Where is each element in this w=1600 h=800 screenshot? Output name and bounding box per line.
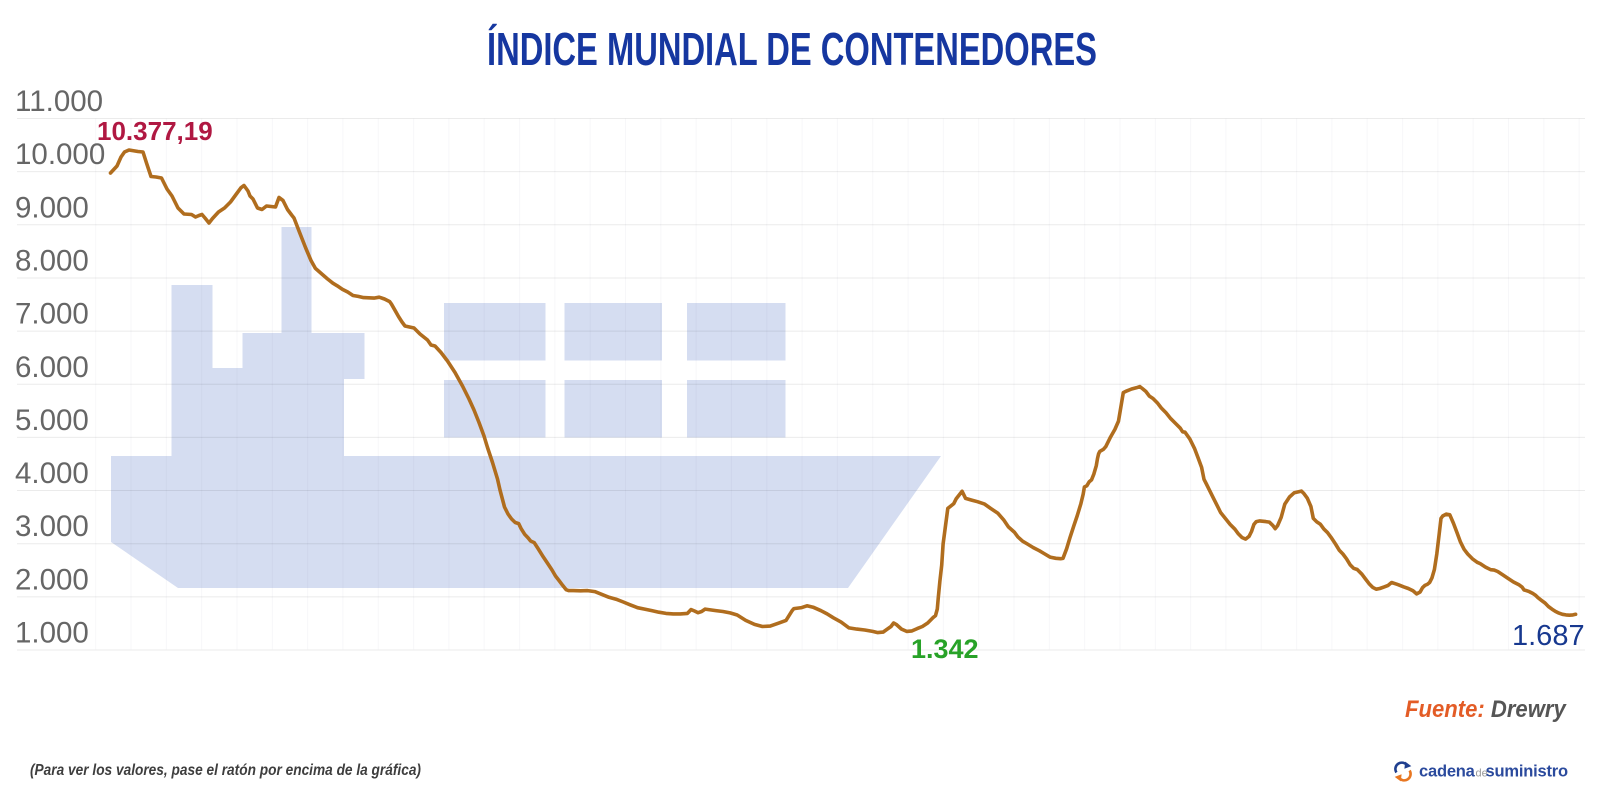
svg-text:suministro: suministro — [1486, 763, 1568, 781]
svg-text:11.000: 11.000 — [15, 85, 103, 118]
svg-text:cadena: cadena — [1419, 763, 1476, 781]
svg-text:4.000: 4.000 — [15, 457, 89, 490]
svg-text:10.000: 10.000 — [15, 138, 105, 171]
svg-text:7.000: 7.000 — [15, 298, 89, 331]
svg-text:5.000: 5.000 — [15, 404, 89, 437]
svg-text:1.342: 1.342 — [911, 634, 979, 664]
svg-text:3.000: 3.000 — [15, 510, 89, 543]
svg-text:2.000: 2.000 — [15, 563, 89, 596]
svg-text:6.000: 6.000 — [15, 351, 89, 384]
svg-text:de: de — [1476, 768, 1488, 780]
svg-text:10.377,19: 10.377,19 — [97, 116, 213, 146]
svg-text:9.000: 9.000 — [15, 191, 89, 224]
svg-text:8.000: 8.000 — [15, 244, 89, 277]
svg-text:1.687: 1.687 — [1512, 620, 1585, 652]
svg-text:1.000: 1.000 — [15, 617, 89, 650]
